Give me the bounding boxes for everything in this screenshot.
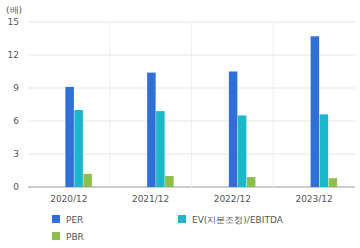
y-tick-label: 15	[8, 17, 19, 27]
bar	[83, 174, 92, 187]
y-tick-label: 6	[13, 116, 19, 126]
bar	[311, 36, 320, 187]
y-tick-label: 0	[13, 182, 19, 192]
x-tick-label: 2020/12	[50, 194, 87, 204]
legend-label: PER	[66, 215, 83, 225]
bar	[229, 72, 238, 188]
chart: (배) 0 3 6 9 12 15 2020/12 2021/12 2022/12 2023/12 P…	[0, 0, 360, 248]
grid-line-vertical	[191, 22, 192, 187]
x-tick-label: 2023/12	[295, 194, 332, 204]
x-tick-label: 2021/12	[132, 194, 169, 204]
grid-line-vertical	[273, 22, 274, 187]
legend-swatch	[178, 215, 186, 223]
grid-line-vertical	[109, 22, 110, 187]
bar	[156, 111, 165, 187]
bar	[320, 114, 329, 187]
bar	[65, 87, 74, 187]
y-tick-label: 3	[13, 149, 19, 159]
bar	[247, 177, 256, 187]
y-tick-label: 9	[13, 83, 19, 93]
legend-label: EV(지분조정)/EBITDA	[192, 215, 284, 225]
legend-swatch	[52, 232, 60, 240]
bar	[329, 178, 338, 187]
x-tick-label: 2022/12	[214, 194, 251, 204]
legend-swatch	[52, 215, 60, 223]
bar	[74, 110, 83, 187]
bars	[65, 36, 337, 187]
bar	[165, 176, 174, 187]
y-axis-label: (배)	[6, 5, 22, 15]
bar	[238, 116, 247, 188]
legend-label: PBR	[66, 232, 84, 242]
bar	[147, 73, 156, 187]
y-tick-label: 12	[8, 50, 19, 60]
